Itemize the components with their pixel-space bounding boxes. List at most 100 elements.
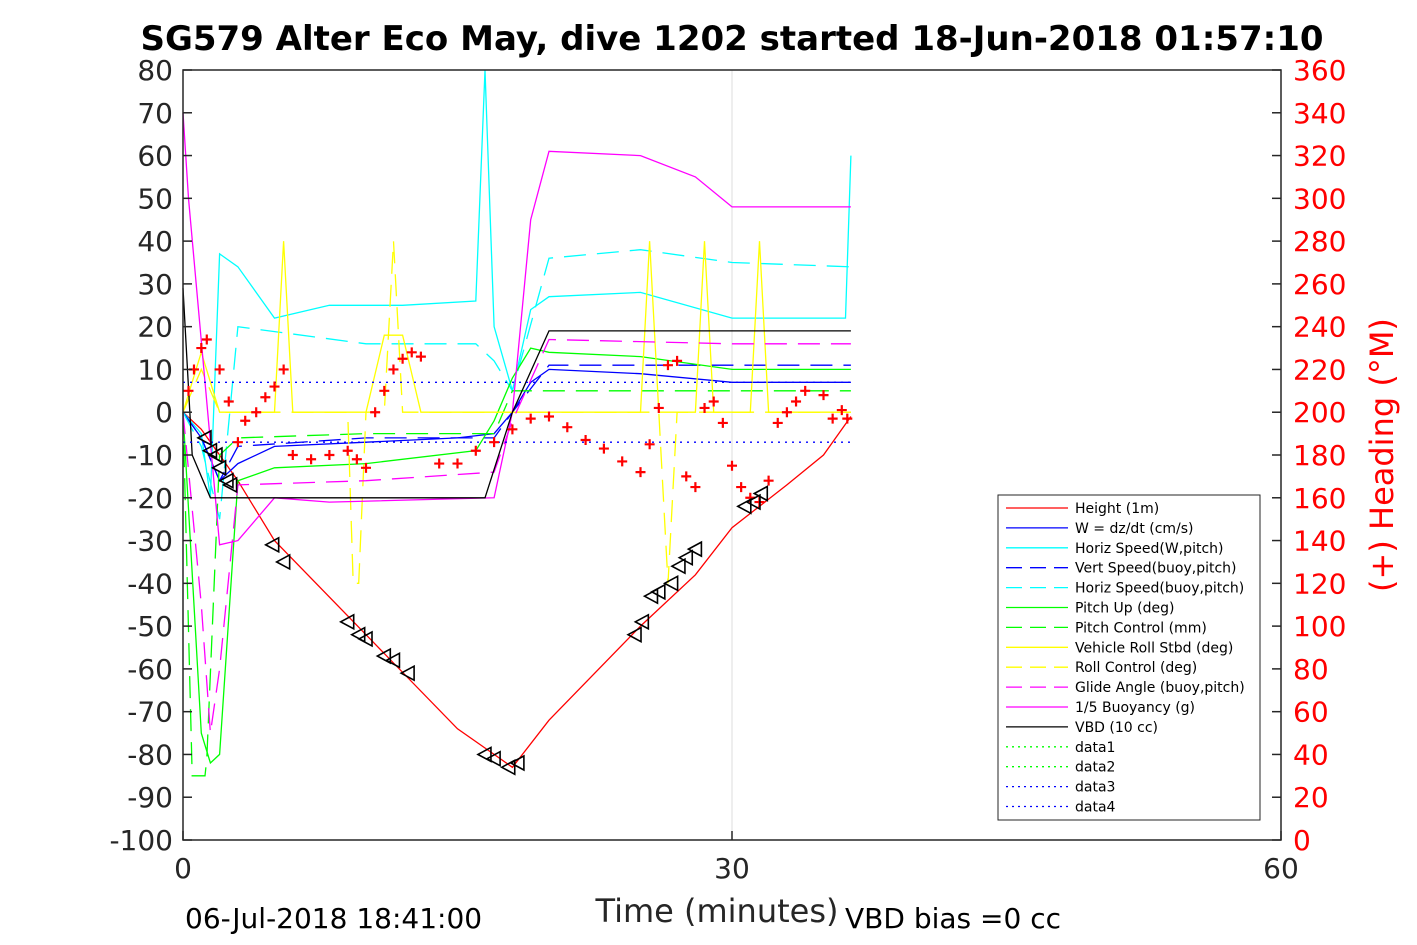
legend-box bbox=[997, 494, 1261, 821]
y-tick-label: -50 bbox=[127, 610, 173, 643]
triangle-marker bbox=[633, 613, 650, 631]
y-tick-label: -70 bbox=[127, 696, 173, 729]
right-axis-label: (+) Heading (°M) bbox=[1363, 318, 1401, 592]
heading-point bbox=[342, 445, 353, 456]
heading-point bbox=[251, 407, 262, 418]
series-line-11 bbox=[182, 112, 851, 546]
footer-date: 06-Jul-2018 18:41:00 bbox=[185, 902, 482, 935]
triangle-marker bbox=[670, 557, 686, 575]
triangle-marker bbox=[642, 587, 659, 605]
heading-point bbox=[842, 413, 853, 424]
heading-point bbox=[489, 437, 500, 448]
y2-tick-label: 260 bbox=[1293, 268, 1346, 301]
x-tick-label: 30 bbox=[714, 852, 750, 885]
heading-point bbox=[598, 443, 609, 454]
y-tick-label: -80 bbox=[127, 738, 173, 771]
heading-point bbox=[406, 347, 417, 358]
triangle-marker bbox=[745, 493, 761, 511]
legend-label: W = dz/dt (cm/s) bbox=[1075, 521, 1194, 537]
heading-point bbox=[361, 462, 371, 473]
triangle-marker bbox=[399, 664, 415, 682]
heading-point bbox=[525, 413, 536, 424]
legend: Height (1m) W = dz/dt (cm/s) Horiz Speed(W… bbox=[997, 494, 1261, 821]
heading-point bbox=[269, 381, 280, 392]
heading-point bbox=[635, 467, 646, 478]
y2-tick-label: 0 bbox=[1293, 824, 1311, 857]
y-tick-label: -40 bbox=[127, 567, 173, 600]
legend-label: data2 bbox=[1075, 760, 1115, 776]
legend-label: data1 bbox=[1075, 740, 1115, 756]
left-axis: 80 70 60 50 40 30 20 10 0 -10 -20 -30 -40 -50 -60 -70 -8… bbox=[109, 54, 192, 857]
legend-label: Vert Speed(buoy,pitch) bbox=[1075, 561, 1237, 577]
y2-tick-label: 240 bbox=[1293, 311, 1346, 344]
chart-title: SG579 Alter Eco May, dive 1202 started 1… bbox=[140, 19, 1323, 59]
triangle-marker bbox=[736, 497, 752, 515]
heading-point bbox=[800, 385, 811, 396]
plot-area bbox=[182, 69, 853, 777]
y-tick-label: 30 bbox=[137, 268, 173, 301]
x-tick-label: 60 bbox=[1263, 852, 1299, 885]
legend-label: Pitch Up (deg) bbox=[1075, 601, 1174, 617]
y2-tick-label: 300 bbox=[1293, 182, 1346, 215]
triangle-marker bbox=[210, 459, 227, 477]
heading-point bbox=[287, 450, 298, 460]
heading-point bbox=[580, 435, 591, 446]
legend-label: Glide Angle (buoy,pitch) bbox=[1075, 680, 1245, 696]
heading-point bbox=[772, 417, 783, 428]
heading-point bbox=[196, 343, 207, 354]
y2-tick-label: 220 bbox=[1293, 353, 1346, 386]
x-axis-label: Time (minutes) bbox=[595, 892, 839, 930]
y2-tick-label: 20 bbox=[1293, 781, 1329, 814]
heading-point bbox=[370, 407, 381, 418]
series-line-10 bbox=[182, 338, 851, 734]
heading-point bbox=[415, 351, 426, 362]
heading-point bbox=[662, 360, 673, 371]
y2-tick-label: 160 bbox=[1293, 482, 1346, 515]
series-line-3 bbox=[182, 69, 852, 498]
y2-tick-label: 180 bbox=[1293, 439, 1346, 472]
heading-point bbox=[717, 417, 728, 428]
triangle-marker bbox=[677, 549, 694, 567]
legend-label: data3 bbox=[1075, 780, 1115, 796]
heading-point bbox=[727, 460, 737, 471]
legend-label: Vehicle Roll Stbd (deg) bbox=[1075, 640, 1233, 656]
heading-point bbox=[562, 422, 573, 433]
legend-label: 1/5 Buoyancy (g) bbox=[1075, 700, 1195, 716]
triangle-marker bbox=[686, 540, 703, 558]
triangle-marker bbox=[650, 583, 666, 601]
heading-point bbox=[781, 407, 792, 418]
heading-point bbox=[214, 364, 225, 375]
y-tick-label: 70 bbox=[137, 97, 173, 130]
y2-tick-label: 120 bbox=[1293, 567, 1346, 600]
heading-point bbox=[183, 385, 194, 396]
triangle-marker bbox=[500, 758, 516, 776]
y-tick-label: -20 bbox=[127, 482, 173, 515]
triangle-marker bbox=[357, 630, 373, 648]
heading-point bbox=[452, 458, 463, 469]
right-axis: 3603403203002802602402202001801601401201… bbox=[1272, 54, 1346, 857]
y-tick-label: 40 bbox=[137, 225, 173, 258]
legend-label: Height (1m) bbox=[1075, 501, 1159, 517]
triangle-marker bbox=[349, 626, 366, 644]
y2-tick-label: 40 bbox=[1293, 738, 1329, 771]
y2-tick-label: 200 bbox=[1293, 396, 1346, 429]
triangle-marker bbox=[196, 429, 212, 447]
heading-point bbox=[470, 445, 481, 456]
heading-point bbox=[544, 411, 554, 422]
triangle-marker bbox=[626, 626, 642, 644]
heading-point bbox=[708, 396, 719, 407]
triangle-marker bbox=[221, 476, 238, 494]
heading-point bbox=[240, 415, 251, 426]
triangle-marker bbox=[509, 754, 525, 772]
legend-label: Horiz Speed(W,pitch) bbox=[1075, 541, 1223, 557]
y-tick-label: 20 bbox=[137, 311, 173, 344]
triangle-marker bbox=[662, 574, 679, 592]
heading-point bbox=[434, 458, 445, 469]
series-line-2 bbox=[182, 368, 851, 482]
y2-tick-label: 320 bbox=[1293, 140, 1346, 173]
heading-point bbox=[699, 402, 710, 413]
y-tick-label: -60 bbox=[127, 653, 173, 686]
heading-point bbox=[324, 450, 335, 460]
y-tick-label: 80 bbox=[137, 54, 173, 87]
